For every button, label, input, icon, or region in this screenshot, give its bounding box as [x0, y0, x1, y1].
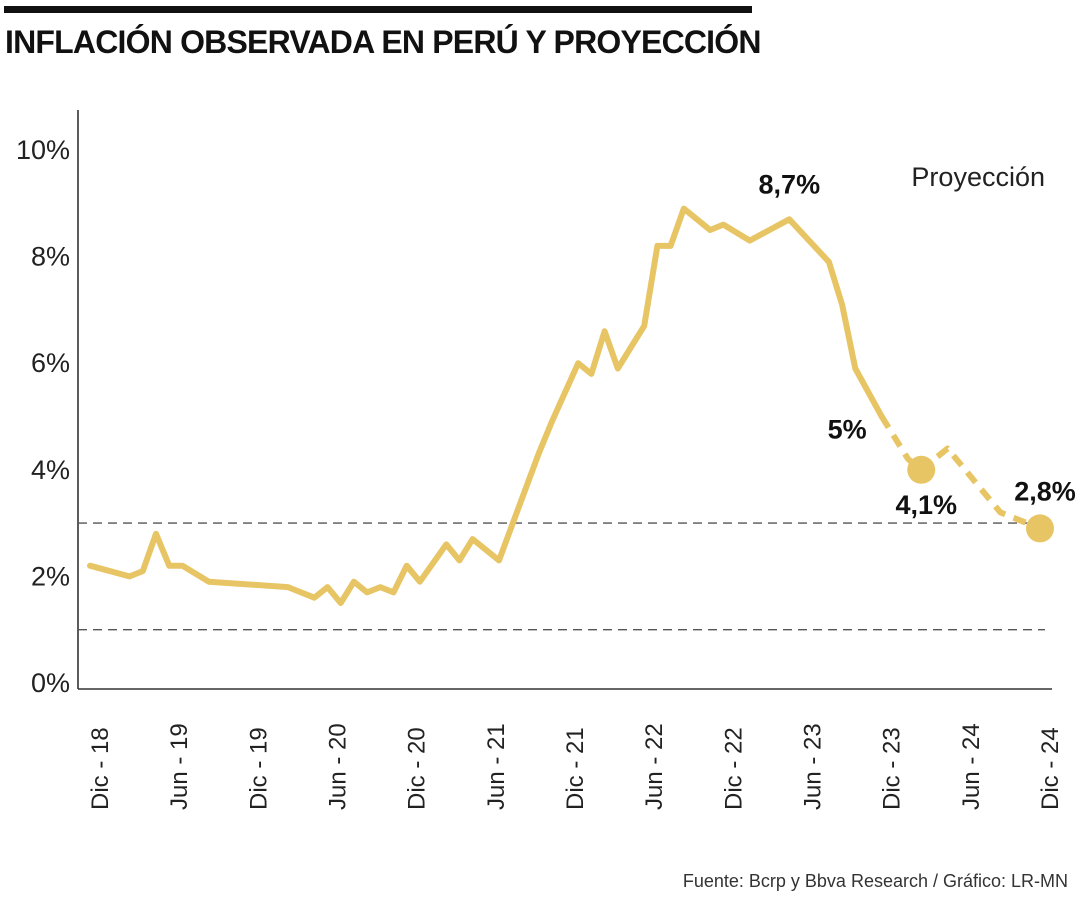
data-label: 5%: [828, 415, 867, 445]
x-tick-label: Dic - 24: [1037, 727, 1064, 810]
projection-label: Proyección: [911, 162, 1045, 192]
y-tick-label: 10%: [16, 135, 70, 165]
y-tick-label: 0%: [31, 668, 70, 698]
projection-marker-1: [907, 455, 936, 484]
y-tick-label: 2%: [31, 561, 70, 591]
title-rule: [4, 6, 752, 13]
x-tick-label: Jun - 19: [166, 723, 193, 810]
data-label: 2,8%: [1014, 476, 1076, 506]
x-tick-label: Dic - 18: [87, 727, 114, 810]
observed-inflation-line: [87, 205, 885, 606]
x-tick-label: Jun - 22: [641, 723, 668, 810]
projection-marker-2: [1026, 514, 1054, 543]
chart-title: INFLACIÓN OBSERVADA EN PERÚ Y PROYECCIÓN: [5, 24, 761, 60]
y-tick-label: 6%: [31, 348, 70, 378]
x-tick-label: Dic - 22: [720, 727, 747, 810]
y-tick-label: 4%: [31, 455, 70, 485]
x-tick-label: Dic - 21: [562, 727, 589, 810]
x-tick-label: Jun - 23: [800, 723, 827, 810]
x-tick-label: Jun - 24: [958, 723, 985, 810]
x-tick-label: Jun - 20: [325, 723, 352, 810]
x-tick-label: Dic - 20: [404, 727, 431, 810]
data-label: 4,1%: [895, 490, 957, 520]
projection-line: [879, 414, 1042, 532]
data-label: 8,7%: [759, 169, 821, 199]
x-tick-label: Jun - 21: [483, 723, 510, 810]
y-tick-label: 8%: [31, 242, 70, 272]
x-tick-label: Dic - 19: [245, 727, 272, 810]
source-note: Fuente: Bcrp y Bbva Research / Gráfico: …: [682, 871, 1068, 891]
x-tick-label: Dic - 23: [879, 727, 906, 810]
